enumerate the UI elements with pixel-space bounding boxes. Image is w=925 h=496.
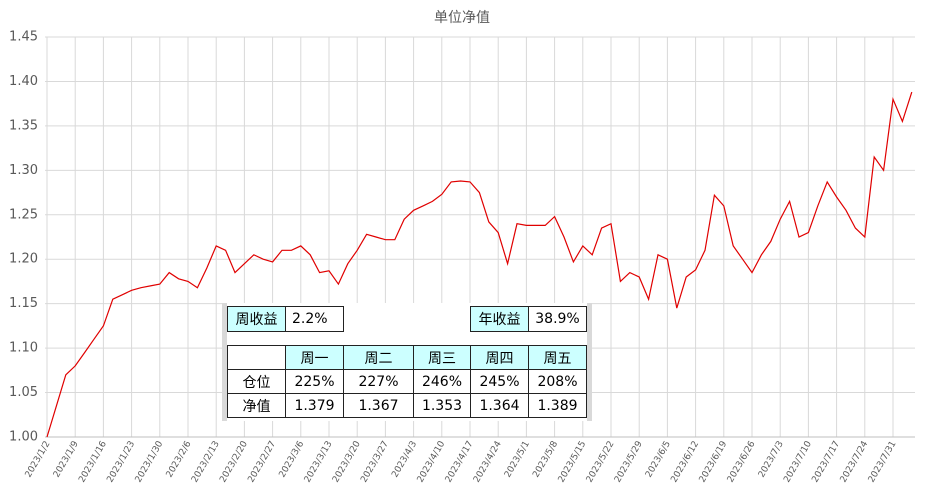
table-cell: 净值 [227, 393, 286, 418]
table-cell: 周三 [413, 345, 471, 370]
x-tick-label: 2023/6/12 [669, 440, 701, 485]
y-tick-label: 1.20 [9, 252, 38, 267]
table-cell: 周收益 [227, 306, 286, 332]
x-tick-label: 2023/2/27 [246, 440, 278, 485]
x-tick-label: 2023/3/20 [331, 439, 363, 484]
x-tick-label: 2023/7/24 [839, 439, 871, 484]
x-tick-label: 2023/1/23 [105, 440, 137, 485]
x-tick-label: 2023/7/3 [757, 440, 786, 480]
table-cell: 1.364 [470, 393, 529, 418]
table-cell: 245% [470, 369, 529, 394]
table-cell [528, 331, 587, 346]
y-tick-label: 1.25 [9, 207, 38, 222]
table-cell: 年收益 [470, 306, 529, 332]
x-tick-label: 2023/5/8 [531, 439, 560, 479]
table-cell: 周二 [343, 345, 414, 370]
x-tick-label: 2023/4/17 [444, 440, 476, 485]
table-cell [343, 306, 414, 332]
x-tick-label: 2023/3/13 [303, 440, 335, 485]
table-cell [285, 331, 344, 346]
x-tick-label: 2023/3/6 [278, 439, 307, 479]
table-cell: 周一 [285, 345, 344, 370]
x-tick-label: 2023/5/29 [613, 439, 645, 484]
table-cell: 227% [343, 369, 414, 394]
y-tick-label: 1.05 [9, 385, 38, 400]
x-tick-label: 2023/1/30 [134, 439, 166, 484]
x-tick-label: 2023/1/9 [52, 439, 81, 479]
table-cell: 2.2% [285, 306, 344, 332]
table-cell: 1.389 [528, 393, 587, 418]
table-cell [343, 331, 414, 346]
table-cell: 38.9% [528, 306, 587, 332]
table-cell: 1.367 [343, 393, 414, 418]
x-tick-label: 2023/5/15 [557, 440, 589, 485]
table-cell: 246% [413, 369, 471, 394]
table-cell: 1.353 [413, 393, 471, 418]
line-series [46, 91, 913, 438]
table-cell: 208% [528, 369, 587, 394]
x-tick-label: 2023/6/19 [698, 439, 730, 484]
table-cell: 周四 [470, 345, 529, 370]
x-tick-label: 2023/1/16 [77, 439, 109, 484]
x-tick-label: 2023/5/22 [585, 440, 617, 485]
data-table: 周收益 2.2% 年收益 38.9% 周一 周二 周三 周四 周五 仓位 225% 227% 246% 2… [222, 303, 592, 421]
table-cell [413, 306, 471, 332]
x-tick-label: 2023/7/10 [782, 439, 814, 484]
table-cell [227, 345, 286, 370]
table-cell [470, 331, 529, 346]
x-tick-label: 2023/4/10 [416, 439, 448, 484]
chart-title: 单位净值 [434, 10, 490, 26]
y-tick-label: 1.35 [9, 118, 38, 133]
x-tick-label: 2023/2/20 [218, 439, 250, 484]
x-tick-label: 2023/7/17 [810, 440, 842, 485]
table-cell [227, 331, 286, 346]
x-tick-label: 2023/5/1 [503, 440, 532, 480]
table-cell [413, 331, 471, 346]
y-tick-label: 1.30 [9, 163, 38, 178]
x-tick-label: 2023/6/26 [726, 439, 758, 484]
x-tick-label: 2023/1/2 [24, 440, 53, 480]
y-tick-label: 1.45 [9, 30, 38, 45]
y-tick-label: 1.00 [9, 430, 38, 445]
table-cell: 周五 [528, 345, 587, 370]
y-tick-label: 1.15 [9, 296, 38, 311]
table-cell: 1.379 [285, 393, 344, 418]
table-cell: 225% [285, 369, 344, 394]
y-tick-label: 1.10 [9, 341, 38, 356]
y-tick-label: 1.40 [9, 74, 38, 89]
x-tick-label: 2023/7/31 [867, 440, 899, 485]
x-tick-label: 2023/4/24 [472, 439, 504, 484]
x-tick-label: 2023/4/3 [390, 440, 419, 480]
table-cell: 仓位 [227, 369, 286, 394]
x-tick-label: 2023/2/13 [190, 440, 222, 485]
x-tick-label: 2023/3/27 [359, 440, 391, 485]
x-tick-label: 2023/2/6 [165, 439, 194, 479]
x-tick-label: 2023/6/5 [644, 440, 673, 480]
